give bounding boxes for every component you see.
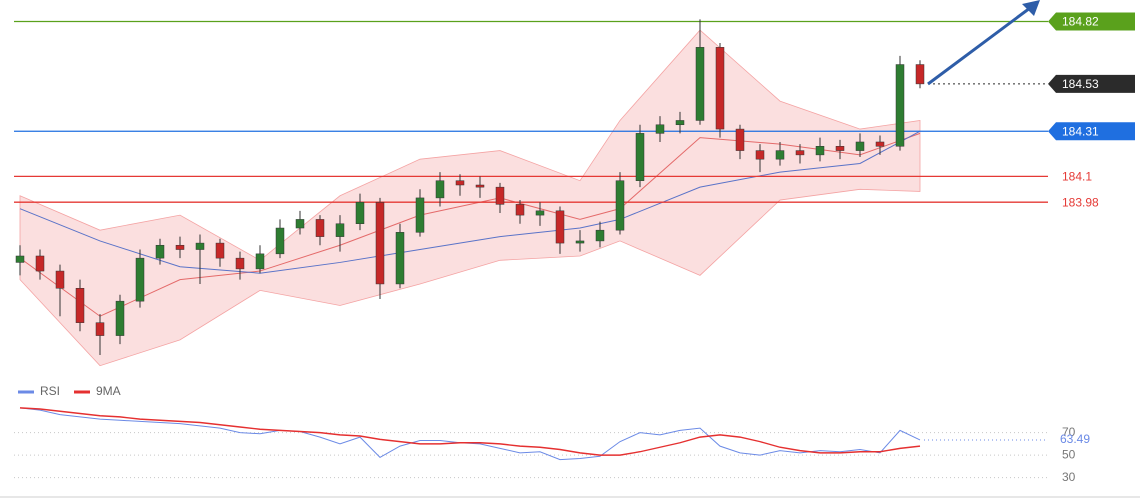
candle-body [735, 128, 745, 151]
bollinger-band [19, 29, 921, 367]
candle-body [55, 270, 65, 289]
candle-body [295, 219, 305, 229]
candle-body [235, 257, 245, 270]
rsi-panel: 30 50 70 RSI 9MA 63.49 [14, 384, 1090, 484]
level-label: 184.82 [1062, 15, 1099, 29]
level-label-box [1048, 74, 1135, 93]
y-tick-label: 50 [1062, 447, 1076, 461]
candle-body [135, 257, 145, 302]
candle-body [195, 242, 205, 250]
candle-body [875, 141, 885, 147]
candle-body [315, 219, 325, 237]
candle-body [835, 146, 845, 151]
candle-body [15, 255, 25, 263]
candle-body [655, 124, 665, 134]
candle-body [915, 64, 925, 85]
price-panel: 184.82 184.53 184.31 184.1 183.98 [14, 12, 1135, 367]
candle-body [815, 146, 825, 156]
candle-body [355, 201, 365, 224]
candle-body [675, 120, 685, 126]
candle-body [795, 150, 805, 156]
trend-arrow [927, 6, 1031, 86]
current-value-label: 63.49 [1060, 432, 1090, 446]
level-label: 183.98 [1062, 195, 1099, 209]
candle-body [695, 47, 705, 121]
candle-body [575, 240, 585, 244]
candle-body [155, 244, 165, 259]
candle-body [455, 180, 465, 186]
candle-body [175, 244, 185, 250]
level-label: 184.53 [1062, 77, 1099, 91]
candle-body [255, 253, 265, 270]
y-tick-label: 70 [1062, 425, 1076, 439]
level-label-box [1048, 12, 1135, 31]
candle-body [615, 180, 625, 231]
candle-body [535, 210, 545, 216]
candle-body [555, 210, 565, 244]
candle-body [895, 64, 905, 147]
trend-arrow-head [1022, 0, 1040, 16]
y-tick-label: 30 [1062, 470, 1076, 484]
candle-body [215, 242, 225, 259]
legend-label: 9MA [96, 384, 121, 398]
candle-body [95, 322, 105, 336]
candle-body [715, 47, 725, 130]
candle-body [395, 232, 405, 285]
candle-body [375, 201, 385, 285]
candle-body [775, 150, 785, 160]
legend-label: RSI [40, 384, 60, 398]
candle-body [115, 300, 125, 336]
level-label-box [1048, 122, 1135, 141]
level-label: 184.1 [1062, 170, 1092, 184]
candle-body [475, 184, 485, 188]
indicator-line [19, 407, 921, 456]
candle-body [515, 204, 525, 216]
candle-body [75, 288, 85, 323]
candle-body [35, 255, 45, 272]
candle-body [435, 180, 445, 199]
candle-body [495, 186, 505, 205]
candle-body [415, 197, 425, 233]
level-label: 184.31 [1062, 124, 1099, 138]
candle-body [595, 229, 605, 242]
candle-body [635, 133, 645, 181]
candle-body [275, 227, 285, 255]
candle-body [755, 150, 765, 160]
candle-body [335, 223, 345, 237]
candle-body [855, 141, 865, 151]
moving-average-slow [19, 130, 921, 274]
